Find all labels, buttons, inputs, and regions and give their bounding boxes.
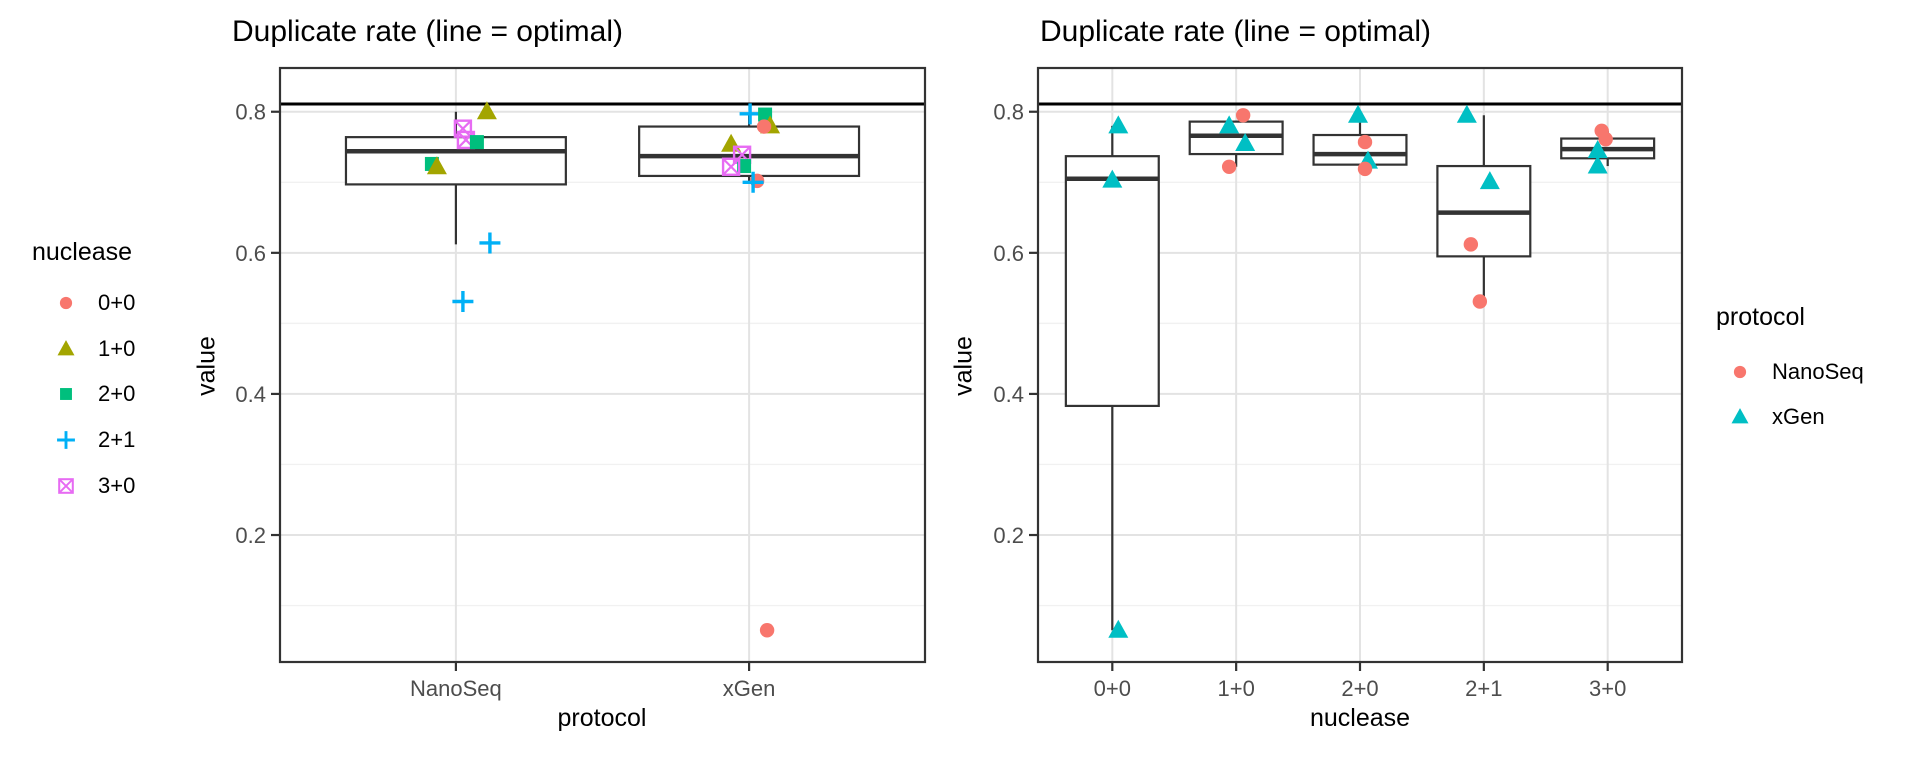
legend-item-1+0: 1+0 <box>32 332 135 366</box>
jitter-point-2+0 <box>469 135 484 150</box>
legend-item-NanoSeq: NanoSeq <box>1716 355 1864 389</box>
legend-key-0+0 <box>59 296 73 310</box>
y-tick-label: 0.4 <box>993 382 1024 407</box>
jitter-point-0+0 <box>759 623 775 638</box>
jitter-point-xGen <box>1102 169 1123 188</box>
right-yaxis-title: value <box>949 336 978 396</box>
jitter-point-2+1 <box>452 291 474 313</box>
nuclease-legend-title: nuclease <box>32 238 133 266</box>
legend-key-2+0 <box>60 388 72 401</box>
jitter-point-NanoSeq <box>1472 294 1488 309</box>
protocol-legend-title: protocol <box>1716 303 1805 331</box>
left-xaxis-title: protocol <box>557 704 647 732</box>
legend-key-NanoSeq <box>1733 365 1747 379</box>
jitter-point-1+0 <box>476 101 497 120</box>
legend-label: xGen <box>1772 404 1825 429</box>
jitter-point-NanoSeq <box>1235 108 1251 123</box>
panel-0: 0.2 0.4 0.6 0.8 NanoSeq xGen <box>235 66 927 701</box>
jitter-point-xGen <box>1108 115 1129 134</box>
jitter-point-NanoSeq <box>1598 132 1613 147</box>
legend-label: 1+0 <box>98 335 136 361</box>
legend-item-0+0: 0+0 <box>32 286 135 320</box>
legend-circle-icon <box>1733 365 1747 379</box>
jitter-point-2+1 <box>742 171 764 193</box>
jitter-point-xGen <box>1479 171 1500 190</box>
jitter-point-2+1 <box>479 232 501 254</box>
x-tick-label: 0+0 <box>1094 676 1131 701</box>
legend-label: 0+0 <box>98 290 136 315</box>
y-tick-label: 0.2 <box>993 523 1024 548</box>
y-tick-label: 0.6 <box>235 241 266 266</box>
legend-label: 2+0 <box>98 381 136 407</box>
box-2+1 <box>1436 115 1532 302</box>
x-tick-label: xGen <box>723 676 776 701</box>
legend-triangle-icon <box>57 339 75 356</box>
legend-label: NanoSeq <box>1772 359 1864 384</box>
x-tick-label: 1+0 <box>1217 676 1254 701</box>
left-plot-title: Duplicate rate (line = optimal) <box>232 15 624 48</box>
legend-triangle-icon <box>1731 408 1749 424</box>
legend-label: 2+1 <box>98 427 136 453</box>
right-plot-title: Duplicate rate (line = optimal) <box>1040 15 1432 48</box>
box-body <box>344 136 567 186</box>
jitter-point-xGen <box>1456 104 1477 123</box>
jitter-point-0+0 <box>756 119 772 134</box>
legend-item-xGen: xGen <box>1716 400 1825 434</box>
jitter-point-xGen <box>1219 115 1240 134</box>
jitter-point-2+0 <box>737 159 752 174</box>
legend-item-3+0: 3+0 <box>32 469 135 503</box>
box-body <box>1064 155 1160 408</box>
y-tick-label: 0.8 <box>993 100 1024 125</box>
jitter-point-2+1 <box>739 103 761 125</box>
jitter-point-xGen <box>1235 132 1256 151</box>
panel-border <box>278 66 927 664</box>
jitter-point-xGen <box>1587 155 1608 174</box>
jitter-point-1+0 <box>426 156 447 175</box>
y-tick-label: 0.4 <box>235 382 266 407</box>
legend-item-2+1: 2+1 <box>32 423 135 457</box>
legend-circle-icon <box>59 296 73 310</box>
legend-key-1+0 <box>57 339 75 356</box>
y-tick-label: 0.2 <box>235 523 266 548</box>
box-1+0 <box>1188 120 1284 167</box>
y-tick-label: 0.8 <box>235 100 266 125</box>
box-NanoSeq <box>344 111 567 245</box>
nuclease-legend: nuclease 0+0 1+0 2+0 2+1 3+0 <box>32 238 222 528</box>
x-tick-label: 3+0 <box>1589 676 1626 701</box>
x-tick-label: NanoSeq <box>410 676 502 701</box>
protocol-legend: protocol NanoSeq xGen <box>1716 303 1916 443</box>
legend-key-3+0 <box>58 477 74 494</box>
legend-key-2+1 <box>57 431 75 450</box>
legend-square-icon <box>60 388 72 401</box>
legend-item-2+0: 2+0 <box>32 377 135 411</box>
x-tick-label: 2+0 <box>1341 676 1378 701</box>
jitter-point-xGen <box>1348 104 1368 123</box>
box-0+0 <box>1064 125 1160 631</box>
y-tick-label: 0.6 <box>993 241 1024 266</box>
legend-plus-icon <box>57 431 75 450</box>
legend-square-x-icon <box>58 477 74 494</box>
legend-key-xGen <box>1731 408 1749 424</box>
jitter-point-NanoSeq <box>1357 134 1373 150</box>
jitter-point-NanoSeq <box>1357 161 1373 177</box>
right-xaxis-title: nuclease <box>1309 704 1411 732</box>
jitter-point-xGen <box>1108 619 1129 638</box>
jitter-point-NanoSeq <box>1221 159 1237 174</box>
jitter-point-xGen <box>1587 140 1608 159</box>
panel-1: 0.2 0.4 0.6 0.8 0+0 1+0 2+0 2+1 3+0 <box>993 66 1684 701</box>
x-tick-label: 2+1 <box>1465 676 1502 701</box>
jitter-point-NanoSeq <box>1463 237 1479 252</box>
jitter-point-3+0 <box>721 157 741 176</box>
legend-label: 3+0 <box>98 472 136 498</box>
